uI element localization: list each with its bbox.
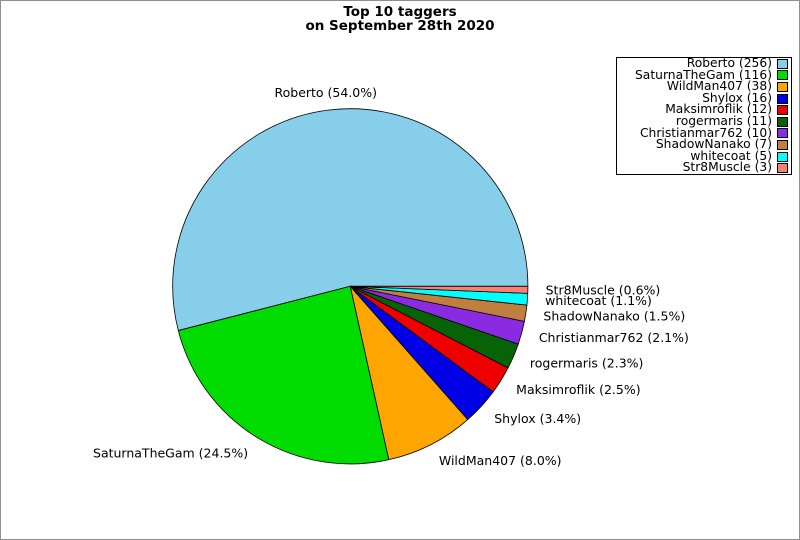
legend-swatch [777,105,788,116]
legend-label: ShadowNanako (7) [655,137,772,152]
legend-label: whitecoat (5) [690,148,772,163]
legend-label: Shylox (16) [702,90,772,105]
legend-item-Roberto: Roberto (256) [619,56,788,71]
legend-item-Christianmar762: Christianmar762 (10) [619,125,788,140]
slice-label-Str8Muscle: Str8Muscle (0.6%) [546,283,661,298]
legend-label: Str8Muscle (3) [682,160,772,175]
legend: Roberto (256) SaturnaTheGam (116) WildMan4… [616,57,792,175]
legend-swatch [777,70,788,81]
legend-item-WildMan407: WildMan407 (38) [619,79,788,94]
legend-label: Roberto (256) [686,56,772,71]
slice-label-Maksimroflik: Maksimroflik (2.5%) [516,382,640,397]
chart-title-line-1: Top 10 taggers [343,4,457,20]
legend-swatch [777,163,788,174]
legend-swatch [777,139,788,150]
legend-label: Christianmar762 (10) [639,125,772,140]
slice-label-WildMan407: WildMan407 (8.0%) [439,453,562,468]
pie-slice-WildMan407 [349,285,469,461]
pie-slice-Roberto [172,108,529,331]
slice-label-whitecoat: whitecoat (1.1%) [545,293,652,308]
legend-swatch [777,128,788,139]
legend-item-Maksimroflik: Maksimroflik (12) [619,102,788,117]
slice-label-Christianmar762: Christianmar762 (2.1%) [539,330,689,345]
legend-label: rogermaris (11) [675,114,772,128]
legend-swatch [777,151,788,162]
legend-swatch [777,116,788,127]
pie-slice-Str8Muscle [349,285,529,294]
legend-item-ShadowNanako: ShadowNanako (7) [619,137,788,152]
slice-label-rogermaris: rogermaris (2.3%) [530,356,644,371]
slice-label-ShadowNanako: ShadowNanako (1.5%) [543,308,685,323]
legend-item-rogermaris: rogermaris (11) [619,114,788,128]
chart-title-line-2: on September 28th 2020 [305,18,495,34]
legend-label: WildMan407 (38) [666,79,772,94]
legend-swatch [777,93,788,104]
legend-swatch [777,82,788,93]
slice-label-Roberto: Roberto (54.0%) [274,85,377,100]
slice-label-SaturnaTheGam: SaturnaTheGam (24.5%) [93,445,248,460]
legend-label: SaturnaTheGam (116) [634,67,772,82]
slice-label-Shylox: Shylox (3.4%) [494,411,581,426]
legend-item-SaturnaTheGam: SaturnaTheGam (116) [619,67,788,82]
legend-item-Str8Muscle: Str8Muscle (3) [619,160,788,175]
pie-slice-SaturnaTheGam [177,285,390,465]
legend-item-Shylox: Shylox (16) [619,90,788,105]
legend-item-whitecoat: whitecoat (5) [619,148,788,163]
chart-title: Top 10 taggers on September 28th 2020 [1,5,799,33]
legend-label: Maksimroflik (12) [665,102,772,117]
legend-swatch [777,58,788,69]
